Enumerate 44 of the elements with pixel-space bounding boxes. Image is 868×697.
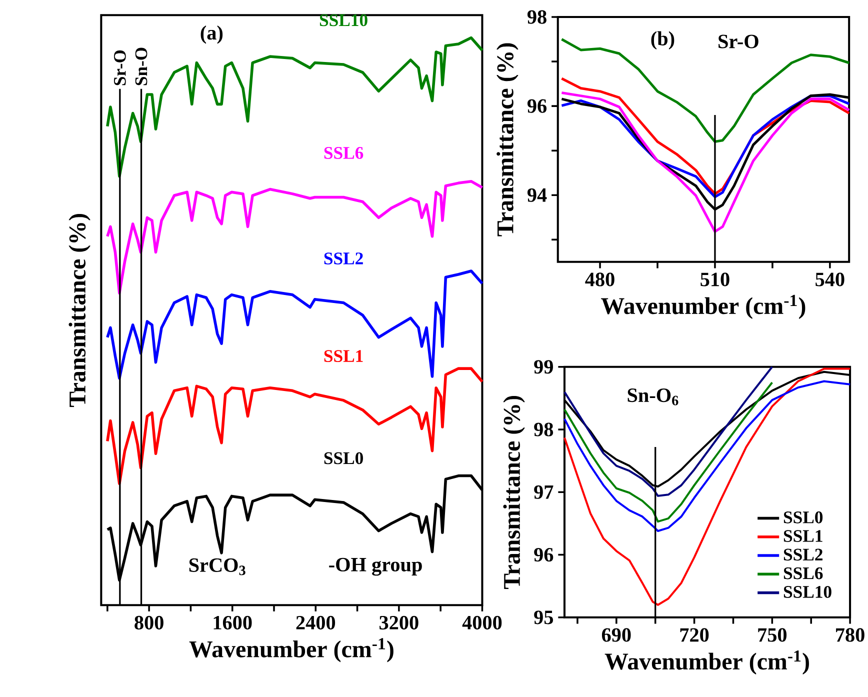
legend-label: SSL10 [784,586,832,598]
y-tick-label: 96 [527,99,547,113]
x-tick-label: 2400 [296,616,336,630]
text: SSL10 [320,14,368,26]
x-tick-label: 800 [134,616,164,630]
x-axis-title: Wavenumber (cm$^{-1}$) [601,295,806,320]
x-tick-label: 4000 [462,616,502,630]
annotation: SrCO$_{3}$ [189,558,246,576]
annotation: -OH group [329,558,422,576]
chart-title: (a) [200,26,223,44]
y-axis-title: Transmittance (%) [68,214,90,408]
text: SSL6 [324,147,364,159]
x-tick-label: 690 [602,628,631,642]
x-tick-label: 540 [816,272,844,286]
legend-label: SSL6 [784,567,823,580]
y-tick-label: 95 [534,610,553,624]
y-tick-label: 99 [534,360,553,374]
ref-line-label: Sr-O [718,34,758,48]
y-axis-title: Transmittance (%) [496,43,518,236]
text: SSL0 [324,452,363,464]
y-tick-label: 98 [534,422,554,436]
x-axis-title: Wavenumber (cm$^{-1}$) [189,638,394,662]
x-tick-label: 780 [836,628,864,642]
x-tick-label: 480 [585,272,614,286]
x-tick-label: 1600 [214,616,252,630]
series-label: SSL1 [324,350,363,362]
text: SSL2 [324,252,363,265]
y-tick-label: 94 [527,188,547,202]
ref-line-label: Sn-O$_{6}$ [628,388,678,406]
x-tick-label: 510 [700,272,730,286]
legend-label: SSL0 [784,512,823,524]
ref-line-label: Sn-O [135,48,148,86]
x-tick-label: 750 [758,628,787,642]
ref-line-label: Sr-O [114,50,126,86]
y-tick-label: 98 [527,10,546,24]
y-tick-label: 96 [534,548,554,562]
y-tick-label: 97 [534,485,554,499]
text: (b) [651,31,674,50]
x-axis-title: Wavenumber (cm$^{-1}$) [604,650,809,675]
x-tick-label: 3200 [380,616,418,630]
y-axis-title: Transmittance (%) [503,396,525,590]
x-tick-label: 720 [680,628,709,642]
legend-label: SSL2 [784,548,822,561]
legend-label: SSL1 [784,530,822,542]
